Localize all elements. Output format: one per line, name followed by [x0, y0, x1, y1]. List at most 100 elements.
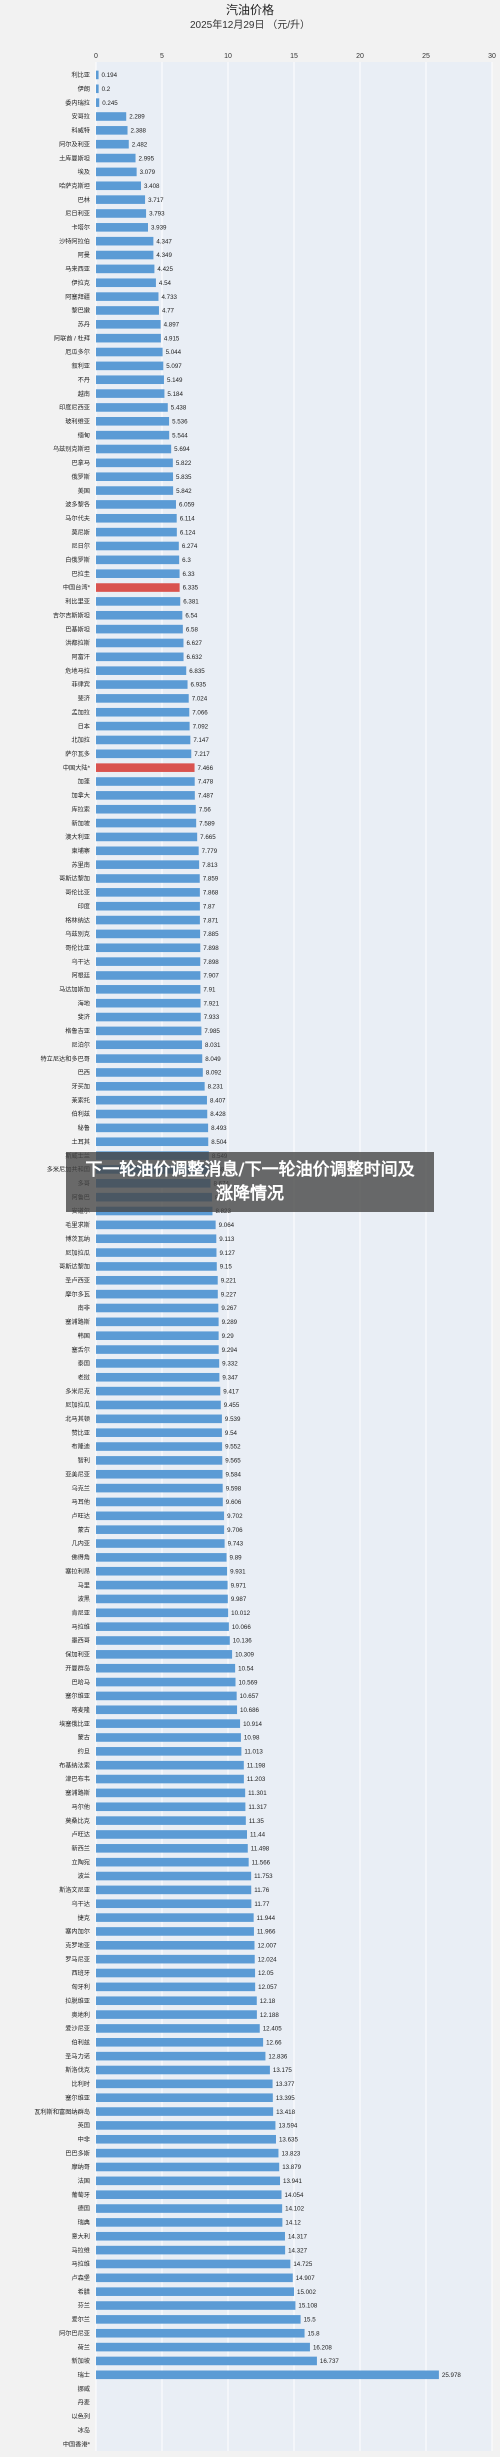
value-label: 7.217 — [194, 751, 210, 758]
bar — [96, 1719, 241, 1728]
value-label: 9.064 — [219, 1222, 235, 1229]
category-label: 伯利兹 — [71, 2038, 90, 2046]
category-label: 巴林 — [78, 196, 90, 204]
category-label: 中非 — [78, 2135, 90, 2143]
value-label: 7.87 — [203, 903, 216, 910]
category-label: 印度 — [78, 902, 90, 910]
bar — [96, 1317, 219, 1327]
category-label: 克罗地亚 — [65, 1942, 90, 1950]
bar — [96, 1469, 223, 1479]
category-label: 阿曼 — [78, 251, 90, 259]
category-label: 津巴布韦 — [65, 1775, 90, 1783]
bar — [96, 1816, 246, 1825]
bar — [96, 915, 200, 925]
value-label: 14.12 — [285, 2220, 301, 2227]
value-label: 7.813 — [202, 862, 218, 869]
value-label: 10.657 — [240, 1693, 259, 1700]
value-label: 9.971 — [231, 1582, 247, 1589]
bar — [96, 721, 190, 731]
category-label: 喀麦隆 — [71, 1706, 90, 1714]
value-label: 14.054 — [285, 2192, 304, 2199]
bar — [96, 2204, 283, 2213]
category-label: 乌克兰 — [71, 1484, 90, 1492]
value-label: 13.879 — [282, 2164, 301, 2171]
category-label: 丹麦 — [78, 2399, 90, 2407]
category-label: 斯洛文尼亚 — [59, 1886, 90, 1894]
category-label: 巴基斯坦 — [65, 625, 90, 633]
value-label: 13.823 — [281, 2150, 300, 2157]
category-label: 伯利兹 — [71, 1110, 90, 1118]
category-label: 海地 — [78, 999, 90, 1007]
bar — [96, 1954, 255, 1964]
value-label: 4.349 — [156, 252, 172, 259]
category-label: 塞尔维亚 — [65, 2094, 90, 2102]
value-label: 8.231 — [208, 1084, 224, 1091]
bar — [96, 1580, 228, 1590]
value-label: 9.706 — [227, 1527, 243, 1534]
bar — [96, 2051, 266, 2061]
value-label: 7.898 — [203, 959, 219, 966]
bar — [96, 2342, 310, 2352]
bar — [96, 1123, 209, 1133]
bar — [96, 583, 180, 592]
x-tick-label: 20 — [356, 53, 364, 60]
bar — [96, 1982, 256, 1992]
category-label: 沙特阿拉伯 — [59, 237, 90, 245]
bar — [96, 1359, 220, 1368]
value-label: 7.779 — [202, 848, 218, 855]
category-label: 马来西亚 — [65, 265, 90, 273]
value-label: 5.835 — [176, 474, 192, 481]
value-label: 15.8 — [308, 2330, 321, 2337]
bar — [96, 1248, 217, 1257]
value-label: 11.566 — [252, 1859, 271, 1866]
category-label: 布基纳法索 — [59, 1761, 90, 1769]
bar — [96, 957, 201, 966]
bar — [96, 735, 191, 745]
bar — [96, 1788, 246, 1798]
category-label: 库拉索 — [71, 805, 90, 813]
bar — [96, 2148, 279, 2158]
category-label: 法国 — [78, 2177, 90, 2185]
bar — [96, 1137, 209, 1147]
category-label: 伊朗 — [78, 85, 90, 93]
chart-subtitle: 2025年12月29日 （元/升） — [190, 18, 310, 31]
bar — [96, 1109, 208, 1119]
bar — [96, 1386, 221, 1396]
bar — [96, 998, 201, 1008]
category-label: 蒙古 — [78, 1734, 90, 1742]
category-label: 洪都拉斯 — [65, 639, 90, 647]
value-label: 7.589 — [199, 820, 215, 827]
bar — [96, 306, 159, 315]
category-label: 危地马拉 — [65, 667, 90, 675]
value-label: 6.54 — [185, 612, 198, 619]
category-label: 西班牙 — [71, 1969, 90, 1977]
value-label: 0.194 — [102, 72, 118, 79]
bar — [96, 1539, 225, 1548]
category-label: 莫桑比克 — [65, 1817, 90, 1825]
category-label: 马达加斯加 — [59, 986, 90, 994]
category-label: 乌兹别克 — [65, 930, 90, 938]
category-label: 秘鲁 — [78, 1124, 90, 1132]
value-label: 10.686 — [240, 1707, 259, 1714]
category-label: 缅甸 — [78, 431, 90, 439]
category-label: 南非 — [78, 1304, 90, 1312]
category-label: 尼加拉瓜 — [65, 1401, 90, 1409]
value-label: 7.868 — [203, 890, 219, 897]
category-label: 保加利亚 — [65, 1651, 90, 1659]
bar — [96, 444, 172, 454]
value-label: 11.203 — [247, 1776, 266, 1783]
value-label: 13.941 — [283, 2178, 302, 2185]
category-label: 蒙古 — [78, 1526, 90, 1534]
bar — [96, 1830, 248, 1839]
category-label: 北马其顿 — [65, 1415, 90, 1423]
bar — [96, 1082, 205, 1091]
value-label: 7.921 — [204, 1000, 220, 1007]
value-label: 13.175 — [273, 2067, 292, 2074]
value-label: 6.381 — [183, 599, 199, 606]
value-label: 4.733 — [161, 294, 177, 301]
value-label: 6.124 — [180, 529, 196, 536]
headline-banner: 下一轮油价调整消息/下一轮油价调整时间及涨降情况 — [66, 1152, 434, 1212]
category-label: 墨西哥 — [71, 1638, 90, 1645]
value-label: 7.933 — [204, 1014, 220, 1021]
value-label: 12.057 — [258, 1984, 277, 1991]
